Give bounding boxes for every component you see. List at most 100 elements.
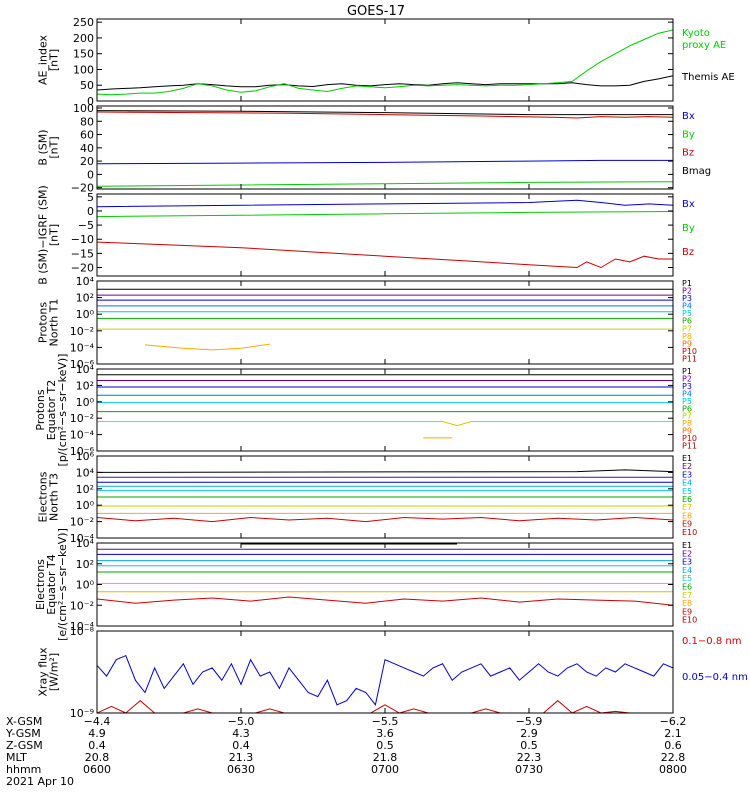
y-tick-label: 5 xyxy=(87,191,94,204)
x-row-label: hhmm xyxy=(6,763,41,776)
series-line-p8 xyxy=(144,343,270,351)
legend-entry: P2 xyxy=(682,374,692,383)
legend-entry: P3 xyxy=(682,294,692,303)
y-tick-label: 40 xyxy=(80,142,94,155)
x-row-value: −5.0 xyxy=(228,715,255,728)
panel-b-series xyxy=(97,110,673,187)
y-tick-label: 10⁰ xyxy=(76,499,95,512)
legend-entry: E1 xyxy=(682,541,692,550)
series-line-0-05-0-4-nm xyxy=(97,700,673,713)
legend-entry: E8 xyxy=(682,599,692,608)
legend-entry: E5 xyxy=(682,574,692,583)
legend-entry: P5 xyxy=(682,309,692,318)
x-row-value: −5.9 xyxy=(516,715,543,728)
legend-entry: E6 xyxy=(682,495,692,504)
legend-entry: 0.05−0.4 nm xyxy=(682,672,748,683)
y-tick-label: 10⁰ xyxy=(76,396,95,409)
series-line-e9 xyxy=(97,596,673,606)
y-axis-label: Electrons xyxy=(37,471,50,522)
panel-bres-series xyxy=(97,199,673,269)
y-tick-label: 10² xyxy=(76,379,94,392)
series-line-e9 xyxy=(97,516,673,523)
legend-entry: E9 xyxy=(682,520,692,529)
x-row-value: −6.2 xyxy=(660,715,687,728)
legend-entry: E3 xyxy=(682,558,692,567)
legend-entry: P11 xyxy=(682,354,697,363)
panel-xray: 10⁻⁹ 10⁻⁸ Xray flux[W/m²] 0.1−0.8 nm 0.05−0.… xyxy=(37,625,748,720)
x-row-value: −4.4 xyxy=(84,715,111,728)
y-axis-label: Equator T2 xyxy=(45,380,58,440)
y-tick-label: 10² xyxy=(76,292,94,305)
legend-entry: E7 xyxy=(682,591,692,600)
legend-entry: By xyxy=(682,129,695,140)
y-tick-label: −10 xyxy=(71,233,94,246)
x-row-value: −5.5 xyxy=(372,715,399,728)
y-axis-label: [nT] xyxy=(48,224,61,246)
y-axis-label: [W/m²] xyxy=(48,653,61,691)
legend-entry: Bmag xyxy=(682,166,711,177)
legend-entry: Bz xyxy=(682,247,694,258)
legend-entry: P6 xyxy=(682,404,692,413)
x-row-value: 3.6 xyxy=(376,727,394,740)
legend-entry: E3 xyxy=(682,470,692,479)
legend-entry: P9 xyxy=(682,339,692,348)
x-row-value: 0630 xyxy=(227,763,255,776)
legend-entry: Themis AE xyxy=(681,72,735,83)
x-row-value: 0.5 xyxy=(520,739,538,752)
date-label: 2021 Apr 10 xyxy=(6,775,74,788)
y-tick-label: 10⁻⁶ xyxy=(70,445,95,458)
legend-entry: P1 xyxy=(682,279,692,288)
x-row-value: 22.3 xyxy=(517,751,542,764)
y-tick-label: 10⁻⁴ xyxy=(70,620,95,633)
x-row-value: 4.9 xyxy=(88,727,106,740)
y-tick-label: 10⁰ xyxy=(76,579,95,592)
series-line-e1 xyxy=(97,469,673,473)
y-tick-label: 60 xyxy=(80,129,94,142)
y-axis-label: [e/(cm²−s−sr−keV)] xyxy=(56,528,69,641)
legend-entry: Kyoto xyxy=(682,28,710,39)
x-row-value: 0.6 xyxy=(664,739,682,752)
legend-entry: P11 xyxy=(682,442,697,451)
legend-entry: 0.1−0.8 nm xyxy=(682,636,741,647)
legend-entry: Bx xyxy=(682,111,695,122)
panel-frame xyxy=(96,542,674,627)
x-row-label: MLT xyxy=(6,751,27,764)
x-row-value: 20.8 xyxy=(85,751,110,764)
x-row-value: 21.3 xyxy=(229,751,254,764)
y-tick-label: 50 xyxy=(80,79,94,92)
y-tick-label: 10⁴ xyxy=(76,466,95,479)
x-row-label: X-GSM xyxy=(6,715,42,728)
y-axis-label: B (SM) xyxy=(37,129,50,165)
y-axis-label: North T3 xyxy=(48,473,61,521)
y-axis-label: [nT] xyxy=(48,49,61,71)
legend-entry: E9 xyxy=(682,607,692,616)
y-tick-label: 10⁶ xyxy=(76,450,95,463)
y-tick-label: 10⁻⁴ xyxy=(70,429,95,442)
legend-entry: P4 xyxy=(682,389,692,398)
legend-entry: P8 xyxy=(682,419,692,428)
legend-entry: P6 xyxy=(682,317,692,326)
series-line-kyoto-proxy-ae xyxy=(97,29,673,96)
y-tick-label: 10⁻² xyxy=(70,325,94,338)
y-axis-label: Equator T4 xyxy=(45,554,58,614)
series-line-by xyxy=(97,181,673,187)
legend-entry: E4 xyxy=(682,479,692,488)
panel-frame xyxy=(96,368,674,452)
legend-entry: P7 xyxy=(682,412,692,421)
chart-title: GOES-17 xyxy=(347,4,405,19)
y-axis-label: [nT] xyxy=(48,136,61,158)
legend-entry: By xyxy=(682,223,695,234)
y-axis-label: B (SM)−IGRF (SM) xyxy=(37,185,50,285)
legend-entry: E7 xyxy=(682,503,692,512)
y-tick-label: 0 xyxy=(87,168,94,181)
x-row-value: 4.3 xyxy=(232,727,250,740)
legend-entry: E8 xyxy=(682,511,692,520)
y-tick-label: −15 xyxy=(71,247,94,260)
x-row-value: 0.4 xyxy=(88,739,106,752)
x-row-value: 2.9 xyxy=(520,727,538,740)
